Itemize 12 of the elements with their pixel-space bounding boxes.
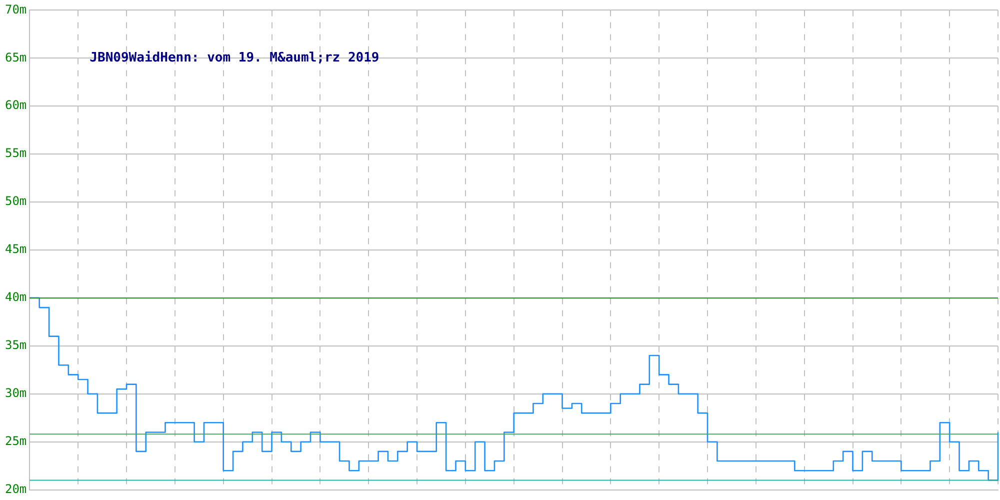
y-tick-label: 20m — [4, 482, 27, 496]
y-tick-label: 30m — [4, 386, 27, 400]
y-tick-label: 40m — [4, 290, 27, 304]
y-tick-label: 60m — [4, 98, 27, 112]
y-tick-label: 55m — [4, 146, 27, 160]
y-tick-label: 50m — [4, 194, 27, 208]
y-tick-label: 35m — [4, 338, 27, 352]
y-tick-label: 45m — [4, 242, 27, 256]
y-tick-label: 65m — [4, 50, 27, 64]
y-tick-label: 70m — [4, 2, 27, 16]
text: JBN09WaidHenn: vom 19. M&auml;rz 2019 — [90, 50, 380, 66]
y-tick-label: 25m — [4, 434, 27, 448]
